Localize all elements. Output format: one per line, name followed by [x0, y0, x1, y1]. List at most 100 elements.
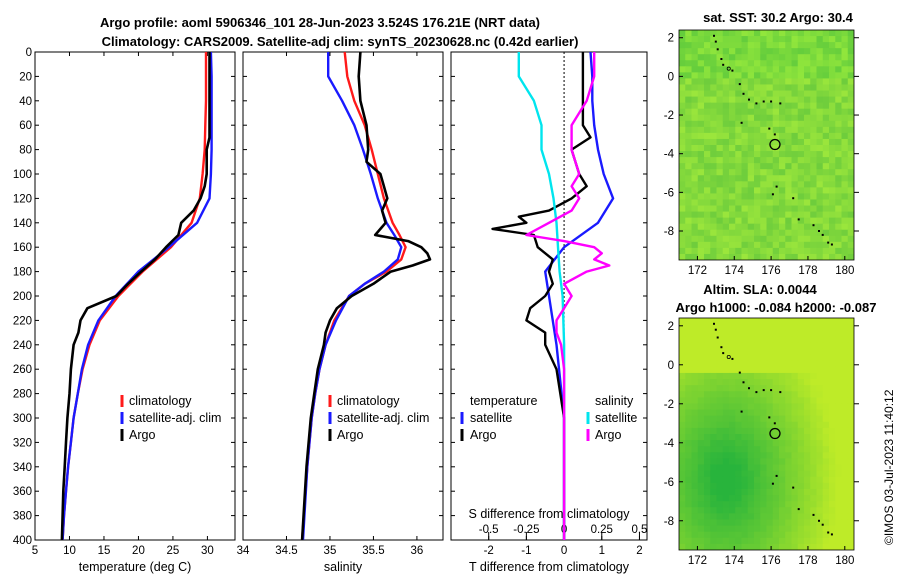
map-cell [735, 324, 743, 331]
island [768, 416, 771, 419]
legend-temperature-title: temperature [470, 394, 537, 408]
map-cell [716, 253, 724, 260]
map-cell [841, 126, 849, 134]
map-cell [685, 187, 693, 195]
map-cell [772, 434, 780, 441]
map-cell [804, 84, 811, 92]
difference-series-temperature-satellite [544, 52, 615, 540]
map-cell [716, 397, 724, 405]
map-cell [760, 488, 768, 496]
map-cell [747, 151, 755, 158]
map-cell [716, 229, 724, 237]
map-cell [697, 397, 705, 405]
map-cell [785, 145, 793, 152]
map-cell [710, 163, 718, 170]
map-cell [679, 253, 686, 260]
map-x-tick-label: 174 [725, 265, 745, 277]
map-cell [716, 132, 724, 140]
map-cell [685, 409, 693, 417]
map-cell [685, 102, 693, 110]
map-cell [741, 415, 749, 423]
map-cell [716, 72, 724, 80]
map-cell [747, 102, 755, 110]
map-cell [841, 525, 849, 533]
map-cell [747, 488, 755, 496]
map-cell [735, 470, 743, 478]
map-cell [760, 531, 768, 539]
map-cell [766, 330, 774, 337]
map-cell [772, 229, 780, 237]
map-cell [797, 199, 805, 207]
map-cell [704, 434, 711, 441]
map-y-tick-label: -6 [664, 477, 674, 489]
map-cell [797, 458, 805, 466]
map-cell [716, 531, 724, 539]
map-cell [791, 385, 799, 392]
map-cell [747, 241, 755, 249]
island [755, 102, 758, 105]
map-cell [804, 342, 811, 350]
island [731, 357, 734, 360]
map-cell [747, 126, 755, 134]
map-cell [729, 247, 736, 255]
map-cell [797, 379, 805, 386]
map-cell [847, 391, 854, 398]
map-cell [841, 403, 849, 411]
map-cell [710, 519, 718, 527]
map-cell [835, 458, 843, 466]
map-cell [691, 415, 699, 423]
map-cell [829, 132, 836, 140]
map-cell [747, 336, 755, 344]
map-cell [729, 84, 736, 92]
map-cell [797, 513, 805, 521]
map-cell [829, 48, 836, 55]
map-cell [747, 235, 755, 243]
map-cell [716, 30, 724, 37]
map-cell [785, 537, 793, 545]
map-cell [735, 193, 743, 201]
map-cell [816, 163, 824, 170]
map-cell [741, 223, 749, 231]
map-cell [679, 336, 686, 344]
map-cell [679, 427, 686, 435]
island [722, 63, 725, 66]
map-cell [822, 175, 830, 182]
map-cell [816, 446, 824, 453]
map-cell [791, 470, 799, 478]
map-cell [754, 470, 761, 478]
map-cell [766, 157, 774, 164]
map-cell [822, 163, 830, 170]
map-cell [779, 36, 786, 43]
map-cell [847, 482, 854, 490]
map-cell [710, 366, 718, 374]
map-cell [779, 84, 786, 92]
map-cell [766, 336, 774, 344]
map-cell [754, 519, 761, 527]
map-cell [679, 446, 686, 453]
y-tick-label: 60 [19, 120, 32, 132]
map-cell [810, 354, 818, 362]
map-cell [716, 324, 724, 331]
map-cell [691, 452, 699, 460]
map-cell [835, 78, 843, 86]
map-cell [760, 330, 768, 337]
map-cell [741, 96, 749, 104]
map-cell [797, 36, 805, 43]
map-cell [779, 458, 786, 466]
map-cell [716, 175, 724, 182]
x-tick-label: 35 [324, 545, 337, 557]
map-cell [766, 114, 774, 122]
map-cell [810, 513, 818, 521]
map-cell [804, 163, 811, 170]
map-cell [835, 199, 843, 207]
map-cell [691, 126, 699, 134]
map-cell [754, 253, 761, 260]
map-cell [679, 151, 686, 158]
map-cell [847, 458, 854, 466]
map-cell [685, 440, 693, 447]
map-cell [816, 476, 824, 484]
map-cell [691, 336, 699, 344]
map-cell [679, 42, 686, 49]
map-cell [741, 452, 749, 460]
map-cell [697, 151, 705, 158]
